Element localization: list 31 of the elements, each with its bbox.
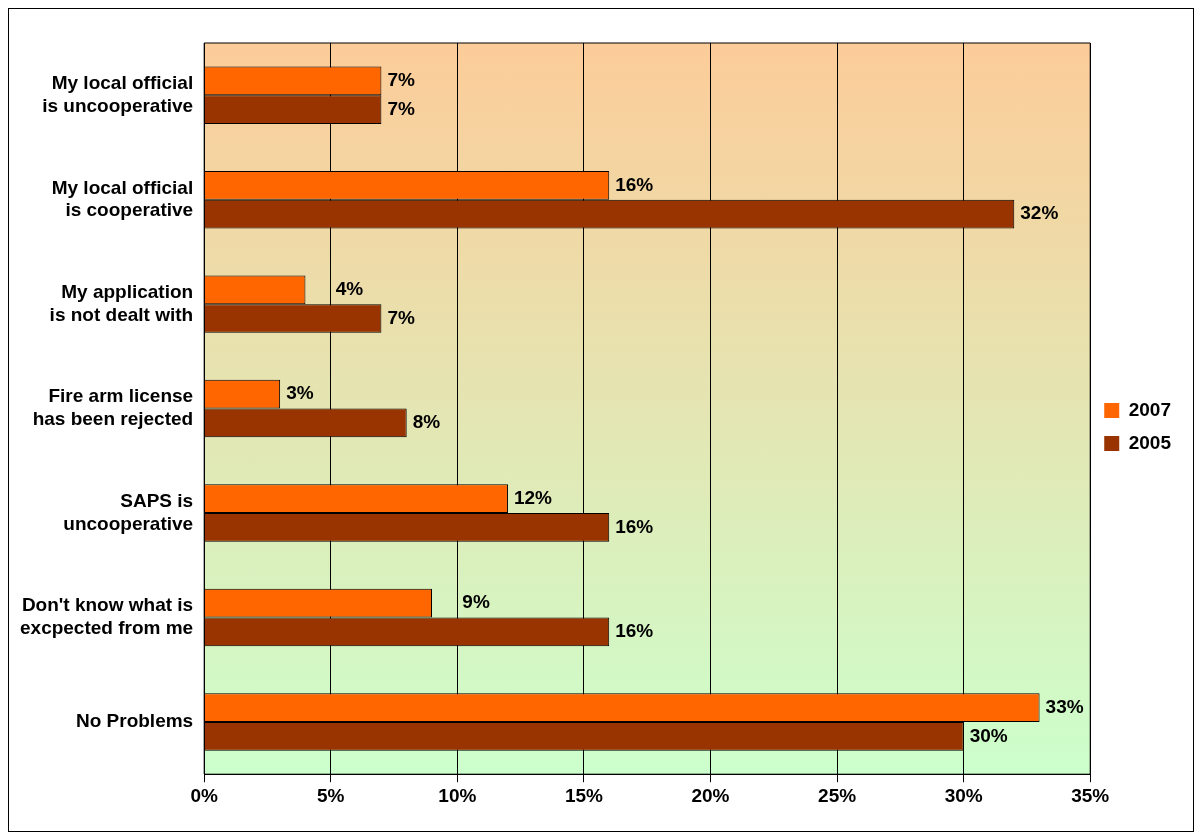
y-tick-label: My local official is uncooperative bbox=[42, 72, 194, 116]
legend-label: 2007 bbox=[1128, 398, 1172, 420]
y-tick-label: Don't know what is excpected from me bbox=[19, 594, 194, 639]
data-label: 16% bbox=[615, 515, 654, 537]
x-tick-label: 30% bbox=[944, 784, 983, 806]
data-label: 32% bbox=[1020, 202, 1059, 224]
x-tick-label: 0% bbox=[190, 784, 219, 806]
y-tick-label: My application is not dealt with bbox=[49, 280, 194, 325]
data-label: 3% bbox=[286, 382, 314, 404]
data-label: 7% bbox=[387, 97, 415, 119]
data-label: 16% bbox=[615, 620, 654, 642]
x-tick-label: 5% bbox=[317, 784, 345, 806]
x-tick-label: 35% bbox=[1071, 784, 1110, 806]
x-tick-label: 10% bbox=[438, 784, 477, 806]
data-label: 33% bbox=[1045, 695, 1084, 717]
legend-label: 2005 bbox=[1128, 431, 1172, 453]
x-tick-label: 15% bbox=[564, 784, 604, 806]
y-tick-label: Fire arm license has been rejected bbox=[32, 385, 194, 430]
data-label: 30% bbox=[969, 724, 1008, 746]
data-label: 12% bbox=[513, 486, 553, 508]
x-tick-label: 20% bbox=[691, 784, 730, 806]
y-tick-label: SAPS is uncooperative bbox=[63, 489, 194, 534]
data-label: 7% bbox=[387, 69, 415, 91]
x-tick-label: 25% bbox=[818, 784, 857, 806]
data-label: 7% bbox=[387, 306, 415, 328]
data-label: 9% bbox=[462, 591, 490, 613]
y-tick-label: No Problems bbox=[75, 710, 194, 732]
data-label: 8% bbox=[412, 411, 441, 433]
y-tick-label: My local official is cooperative bbox=[51, 176, 194, 221]
data-label: 4% bbox=[335, 278, 364, 300]
data-label: 16% bbox=[615, 173, 654, 195]
